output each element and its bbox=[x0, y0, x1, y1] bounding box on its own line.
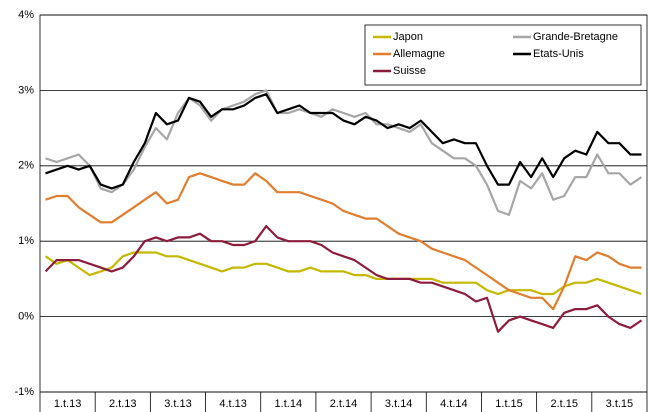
y-tick-label: 3% bbox=[18, 84, 34, 96]
x-tick-label: 2.t.13 bbox=[109, 398, 137, 410]
x-tick-label: 4.t.14 bbox=[440, 398, 468, 410]
series-line bbox=[45, 89, 643, 216]
x-tick-label: 3.t.13 bbox=[164, 398, 192, 410]
y-tick-label: -1% bbox=[14, 386, 34, 398]
series-line bbox=[44, 225, 643, 333]
x-tick-label: 4.t.13 bbox=[219, 398, 247, 410]
y-tick-label: 2% bbox=[18, 160, 34, 172]
x-tick-label: 2.t.15 bbox=[550, 398, 578, 410]
x-tick-label: 1.t.15 bbox=[495, 398, 523, 410]
legend-label: Japon bbox=[393, 31, 423, 43]
y-tick-label: 0% bbox=[18, 311, 34, 323]
legend-label: Allemagne bbox=[393, 48, 445, 60]
series-line bbox=[45, 172, 642, 311]
legend-label: Suisse bbox=[393, 65, 426, 77]
legend-label: Grande-Bretagne bbox=[533, 31, 618, 43]
legend-label: Etats-Unis bbox=[533, 48, 584, 60]
legend-box bbox=[364, 24, 642, 86]
series-line bbox=[44, 251, 642, 296]
x-tick-label: 2.t.14 bbox=[330, 398, 358, 410]
x-tick-label: 1.t.14 bbox=[275, 398, 303, 410]
x-tick-label: 1.t.13 bbox=[54, 398, 82, 410]
x-tick-label: 3.t.14 bbox=[385, 398, 413, 410]
y-tick-label: 1% bbox=[18, 235, 34, 247]
series-line bbox=[45, 93, 642, 190]
x-tick-label: 3.t.15 bbox=[606, 398, 634, 410]
y-tick-label: 4% bbox=[18, 9, 34, 21]
